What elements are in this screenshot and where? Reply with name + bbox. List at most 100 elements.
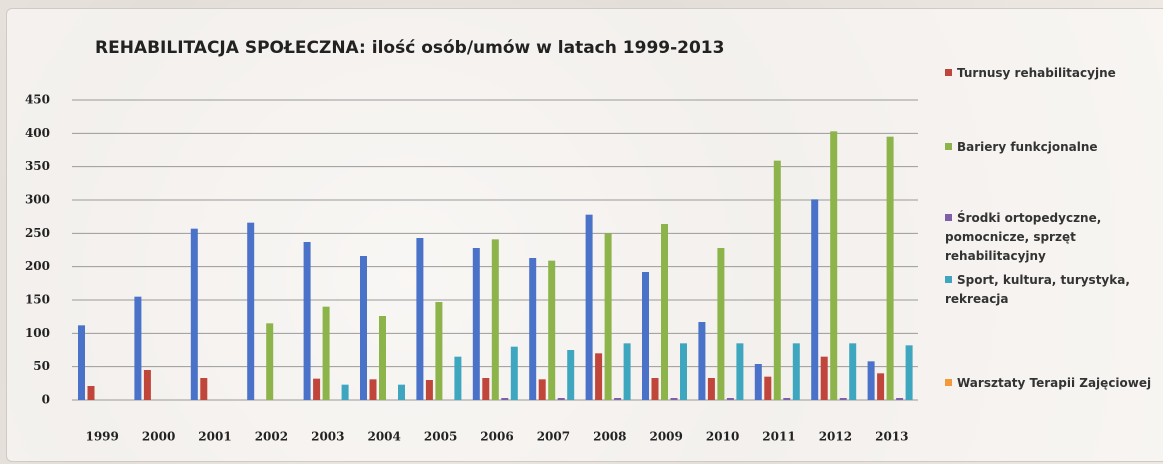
y-tick-label: 0	[42, 393, 50, 407]
x-tick-label: 1999	[85, 430, 118, 444]
x-tick-label: 2000	[142, 430, 175, 444]
bar	[811, 199, 819, 400]
bar	[754, 364, 762, 400]
bar	[905, 345, 913, 400]
chart-title: REHABILITACJA SPOŁECZNA: ilość osób/umów…	[95, 38, 724, 58]
x-tick-label: 2006	[480, 430, 513, 444]
bar	[604, 233, 612, 400]
bar	[379, 316, 386, 400]
bar	[87, 386, 95, 400]
bar	[726, 398, 734, 400]
bar	[595, 353, 603, 400]
bar	[303, 242, 311, 400]
bar	[538, 379, 546, 400]
y-tick-label: 150	[25, 293, 50, 307]
bar	[820, 356, 828, 400]
bar	[200, 378, 208, 400]
legend-item: Bariery funkcjonalne	[945, 138, 1163, 157]
bar	[454, 356, 462, 400]
bar	[313, 378, 321, 400]
bar	[773, 160, 781, 400]
bar	[642, 272, 649, 400]
legend-label: Warsztaty Terapii Zajęciowej	[957, 376, 1152, 390]
legend-item: Środki ortopedyczne, pomocnicze, sprzęt …	[945, 209, 1163, 266]
bar	[585, 214, 593, 400]
x-tick-label: 2005	[424, 430, 457, 444]
bar	[792, 343, 800, 400]
legend-swatch	[945, 276, 952, 283]
x-tick-label: 2009	[649, 430, 682, 444]
y-tick-label: 300	[25, 193, 50, 207]
bar	[143, 370, 151, 400]
bar	[830, 131, 838, 401]
chart-card	[6, 8, 1163, 462]
bar	[670, 398, 678, 400]
x-tick-label: 2003	[311, 430, 344, 444]
y-tick-label: 50	[33, 359, 50, 373]
bar	[783, 398, 791, 400]
bar	[435, 302, 443, 400]
bar	[482, 378, 490, 400]
bar	[398, 384, 405, 400]
bar	[680, 343, 687, 400]
legend-swatch	[945, 379, 952, 386]
x-tick-label: 2013	[875, 430, 908, 444]
bar	[698, 322, 706, 400]
bar	[190, 228, 198, 400]
bar	[425, 380, 433, 400]
bar	[78, 325, 85, 400]
bar	[651, 378, 659, 400]
bar	[369, 379, 377, 400]
legend-item: Warsztaty Terapii Zajęciowej	[945, 374, 1163, 393]
y-tick-label: 450	[25, 93, 50, 107]
x-tick-label: 2004	[367, 430, 400, 444]
legend-item: Sport, kultura, turystyka, rekreacja	[945, 271, 1163, 309]
x-tick-label: 2008	[593, 430, 626, 444]
bar	[360, 256, 367, 400]
bar	[764, 376, 772, 400]
bar	[877, 373, 885, 400]
bar	[707, 378, 715, 400]
bar	[322, 306, 330, 400]
bar	[134, 296, 142, 400]
bar	[416, 238, 424, 400]
bar	[341, 384, 349, 400]
x-tick-label: 2007	[537, 430, 570, 444]
bar	[491, 239, 499, 400]
bar	[839, 398, 847, 400]
bar	[896, 398, 904, 400]
legend-swatch	[945, 69, 952, 76]
bar	[736, 343, 744, 400]
bar	[614, 398, 622, 400]
legend-label: Turnusy rehabilitacyjne	[957, 66, 1116, 80]
legend-swatch	[945, 143, 952, 150]
y-tick-label: 400	[25, 126, 50, 140]
bar	[567, 350, 575, 400]
bar	[557, 398, 565, 400]
y-tick-label: 350	[25, 159, 50, 173]
legend-label: Bariery funkcjonalne	[957, 140, 1098, 154]
bar	[661, 224, 668, 400]
y-tick-label: 100	[25, 326, 50, 340]
bar	[886, 136, 894, 400]
bar	[501, 398, 509, 400]
bar	[867, 361, 875, 400]
bar	[529, 258, 537, 400]
bar	[510, 346, 518, 400]
x-tick-label: 2011	[762, 430, 795, 444]
y-tick-label: 250	[25, 226, 50, 240]
x-tick-label: 2010	[706, 430, 739, 444]
bar	[548, 260, 556, 400]
legend-swatch	[945, 214, 952, 221]
bar	[266, 323, 274, 400]
legend-label: Środki ortopedyczne, pomocnicze, sprzęt …	[945, 211, 1102, 263]
bar	[849, 343, 857, 400]
bar	[717, 248, 725, 400]
legend-label: Sport, kultura, turystyka, rekreacja	[945, 273, 1130, 306]
bar	[247, 222, 255, 400]
x-tick-label: 2002	[255, 430, 288, 444]
x-tick-label: 2001	[198, 430, 231, 444]
bar	[472, 248, 480, 400]
